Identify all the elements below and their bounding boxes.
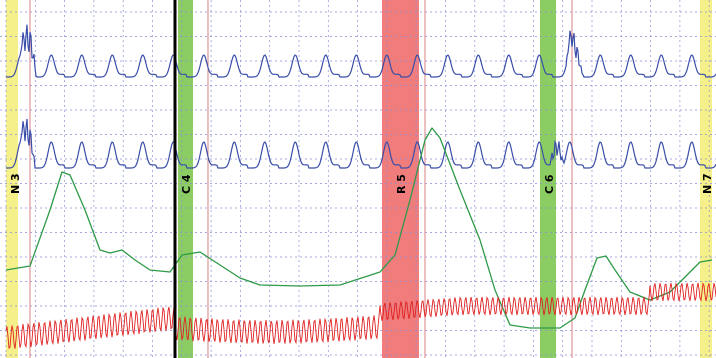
signal-traces bbox=[5, 24, 716, 349]
event-label-r5[interactable]: R 5 bbox=[395, 174, 408, 194]
channel-2-trace[interactable] bbox=[6, 118, 716, 169]
event-bands bbox=[6, 0, 712, 358]
event-labels: N 3 C 4 R 5 C 6 N 7 bbox=[9, 173, 714, 194]
event-label-c4[interactable]: C 4 bbox=[180, 174, 193, 194]
marker-lines bbox=[29, 0, 573, 358]
event-label-n3[interactable]: N 3 bbox=[9, 173, 22, 194]
channel-3-trace[interactable] bbox=[5, 127, 713, 329]
event-label-c6[interactable]: C 6 bbox=[543, 174, 556, 194]
channel-4-trace[interactable] bbox=[5, 282, 716, 349]
event-band-n7[interactable] bbox=[700, 0, 712, 358]
event-band-c4[interactable] bbox=[178, 0, 193, 358]
event-band-r5[interactable] bbox=[382, 0, 419, 358]
event-label-n7[interactable]: N 7 bbox=[701, 173, 714, 194]
event-band-c6[interactable] bbox=[540, 0, 556, 358]
channel-1-trace[interactable] bbox=[6, 24, 716, 78]
